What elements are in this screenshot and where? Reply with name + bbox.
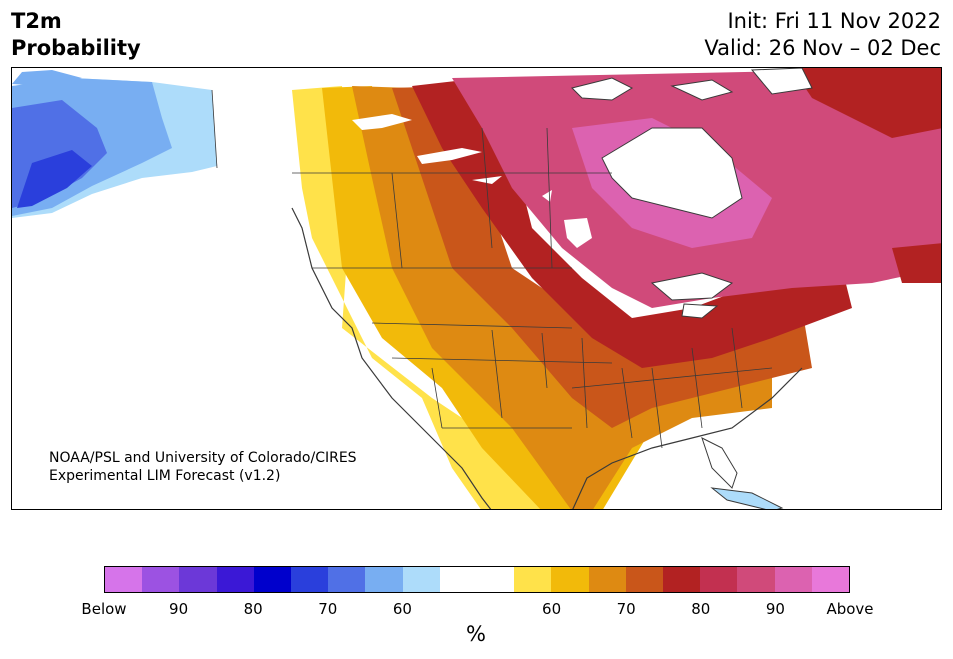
gulf-coastline [572,367,803,509]
legend-color-segment [291,567,329,592]
legend-color-segment [700,567,738,592]
legend-color-segment [514,567,552,592]
legend-tick-label: 90 [765,600,785,618]
credit-line-2: Experimental LIM Forecast (v1.2) [49,468,281,484]
legend-unit: % [466,622,486,646]
legend-tick-label: 80 [691,600,711,618]
legend-tick-label: 90 [169,600,189,618]
map-title: T2m Probability [11,8,141,62]
legend-tick-label: Below [81,600,127,618]
legend-color-segment [663,567,701,592]
legend-color-segment [551,567,589,592]
credit-line-1: NOAA/PSL and University of Colorado/CIRE… [49,450,357,466]
credit-text: NOAA/PSL and University of Colorado/CIRE… [49,449,357,485]
legend-color-segment [328,567,366,592]
warm-region-60 [292,86,599,509]
hudson-bay [601,127,743,219]
legend-color-segment [737,567,775,592]
valid-date: Valid: 26 Nov – 02 Dec [704,36,941,60]
forecast-dates: Init: Fri 11 Nov 2022 Valid: 26 Nov – 02… [704,8,941,62]
pacific-coastline [291,207,492,509]
init-date: Init: Fri 11 Nov 2022 [727,9,941,33]
legend-color-segment [365,567,403,592]
legend-tick-label: 70 [616,600,636,618]
legend-color-segment [774,567,812,592]
legend-ticks: Below 90 80 70 60 60 70 80 90 Above [81,600,873,618]
legend-color-segment [811,567,850,592]
map-canvas [12,68,941,509]
legend-color-segment [402,567,440,592]
legend-color-segment [253,567,292,592]
legend-color-segment [439,567,478,592]
legend-tick-label: Above [826,600,874,618]
legend-tick-label: 80 [243,600,263,618]
legend-color-segment [179,567,217,592]
legend-color-segment [216,567,254,592]
legend-color-segment [588,567,626,592]
legend-tick-label: 60 [392,600,412,618]
legend-color-segment [477,567,515,592]
legend-color-segment [625,567,664,592]
legend-color-segment [142,567,180,592]
legend-color-segment [105,567,143,592]
legend-tick-label: 70 [318,600,338,618]
probability-map [11,67,942,510]
title-line-2: Probability [11,36,141,60]
warm-region-80 [412,78,852,368]
color-legend [104,566,850,593]
legend-tick-label: 60 [542,600,562,618]
title-line-1: T2m [11,9,62,33]
